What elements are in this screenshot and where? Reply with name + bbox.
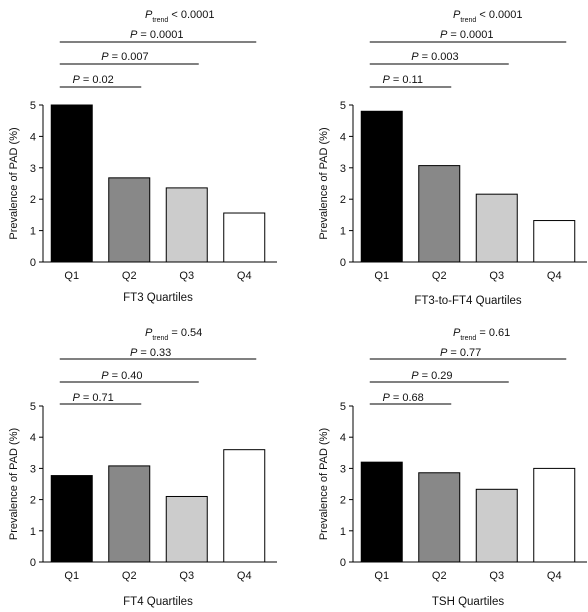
- p-trend-label: Ptrend < 0.0001: [145, 9, 215, 24]
- y-axis-label: Prevalence of PAD (%): [318, 127, 330, 239]
- x-tick-label: Q3: [179, 270, 194, 282]
- x-tick-label: Q2: [432, 570, 447, 582]
- bar-q4: [533, 467, 576, 563]
- x-tick-label: Q4: [547, 570, 562, 582]
- y-tick-label: 2: [340, 194, 346, 206]
- comparison-p-label: P = 0.33: [130, 347, 171, 359]
- comparison-p-label: P = 0.007: [101, 51, 148, 63]
- bar-q2: [108, 465, 151, 563]
- p-trend-label: Ptrend < 0.0001: [453, 9, 523, 24]
- x-tick-label: Q4: [237, 570, 252, 582]
- bar-q2: [418, 165, 461, 263]
- y-tick-label: 3: [340, 463, 346, 475]
- y-tick-label: 4: [30, 131, 36, 143]
- comparison-p-label: P = 0.68: [383, 392, 424, 404]
- y-tick-label: 1: [340, 526, 346, 538]
- comparison-p-label: P = 0.40: [101, 370, 142, 382]
- bar-q2: [108, 177, 151, 263]
- x-axis-label: FT4 Quartiles: [123, 596, 193, 608]
- bar-q1: [360, 110, 403, 263]
- y-tick-label: 0: [30, 557, 36, 569]
- x-tick-label: Q4: [237, 270, 252, 282]
- y-tick-label: 0: [340, 257, 346, 269]
- bar-q4: [533, 220, 576, 263]
- bar-q3: [475, 193, 518, 263]
- comparison-p-label: P = 0.29: [411, 370, 452, 382]
- x-tick-label: Q1: [64, 570, 79, 582]
- chart-panel-2: 0 1 2 3 4 5 Q1 Q2 Q3 Q4 FT3-to-FT4 Quartiles Preval…: [318, 9, 587, 307]
- x-tick-label: Q3: [489, 570, 504, 582]
- x-axis-label: FT3 Quartiles: [123, 292, 193, 304]
- y-tick-label: 3: [30, 463, 36, 475]
- x-tick-label: Q1: [374, 570, 389, 582]
- bar-q4: [223, 212, 266, 263]
- y-tick-label: 3: [30, 163, 36, 175]
- x-axis-label: TSH Quartiles: [432, 596, 504, 608]
- x-tick-label: Q3: [179, 570, 194, 582]
- x-tick-label: Q1: [64, 270, 79, 282]
- y-tick-label: 0: [340, 557, 346, 569]
- chart-panel-3: 0 1 2 3 4 5 Q1 Q2 Q3 Q4 FT4 Quartiles Prevalence of…: [8, 327, 277, 608]
- x-tick-label: Q2: [432, 270, 447, 282]
- chart-panel-4: 0 1 2 3 4 5 Q1 Q2 Q3 Q4 TSH Quartiles Prevalence of…: [318, 327, 587, 608]
- y-tick-label: 1: [30, 526, 36, 538]
- y-axis-label: Prevalence of PAD (%): [318, 428, 330, 540]
- y-axis-label: Prevalence of PAD (%): [8, 428, 20, 540]
- comparison-p-label: P = 0.77: [440, 347, 481, 359]
- p-trend-label: Ptrend = 0.61: [453, 327, 510, 342]
- bar-q1: [360, 461, 403, 563]
- y-tick-label: 4: [340, 131, 346, 143]
- y-tick-label: 3: [340, 163, 346, 175]
- x-axis-label: FT3-to-FT4 Quartiles: [414, 295, 522, 307]
- y-tick-label: 5: [30, 401, 36, 413]
- y-tick-label: 4: [30, 432, 36, 444]
- y-tick-label: 5: [340, 100, 346, 112]
- x-tick-label: Q2: [122, 570, 137, 582]
- y-tick-label: 2: [340, 495, 346, 507]
- bar-q3: [165, 495, 208, 563]
- y-tick-label: 1: [340, 226, 346, 238]
- comparison-p-label: P = 0.0001: [440, 29, 494, 41]
- bar-q3: [475, 488, 518, 563]
- p-trend-label: Ptrend = 0.54: [145, 327, 202, 342]
- comparison-p-label: P = 0.0001: [130, 29, 184, 41]
- comparison-p-label: P = 0.003: [411, 51, 458, 63]
- x-tick-label: Q3: [489, 270, 504, 282]
- y-tick-label: 2: [30, 495, 36, 507]
- comparison-p-label: P = 0.11: [383, 74, 423, 86]
- bar-q1: [50, 104, 93, 263]
- y-tick-label: 2: [30, 194, 36, 206]
- bar-q1: [50, 475, 93, 563]
- y-tick-label: 0: [30, 257, 36, 269]
- y-tick-label: 4: [340, 432, 346, 444]
- x-tick-label: Q2: [122, 270, 137, 282]
- bar-q4: [223, 449, 266, 563]
- chart-panel-1: 0 1 2 3 4 5 Q1 Q2 Q3 Q4 FT3 Quartiles Prevalence of…: [8, 9, 277, 304]
- comparison-p-label: P = 0.71: [73, 392, 114, 404]
- x-tick-label: Q1: [374, 270, 389, 282]
- y-tick-label: 5: [30, 100, 36, 112]
- bar-q2: [418, 472, 461, 563]
- bar-q3: [165, 187, 208, 263]
- y-tick-label: 5: [340, 401, 346, 413]
- y-tick-label: 1: [30, 226, 36, 238]
- x-tick-label: Q4: [547, 270, 562, 282]
- comparison-p-label: P = 0.02: [73, 74, 114, 86]
- y-axis-label: Prevalence of PAD (%): [8, 127, 20, 239]
